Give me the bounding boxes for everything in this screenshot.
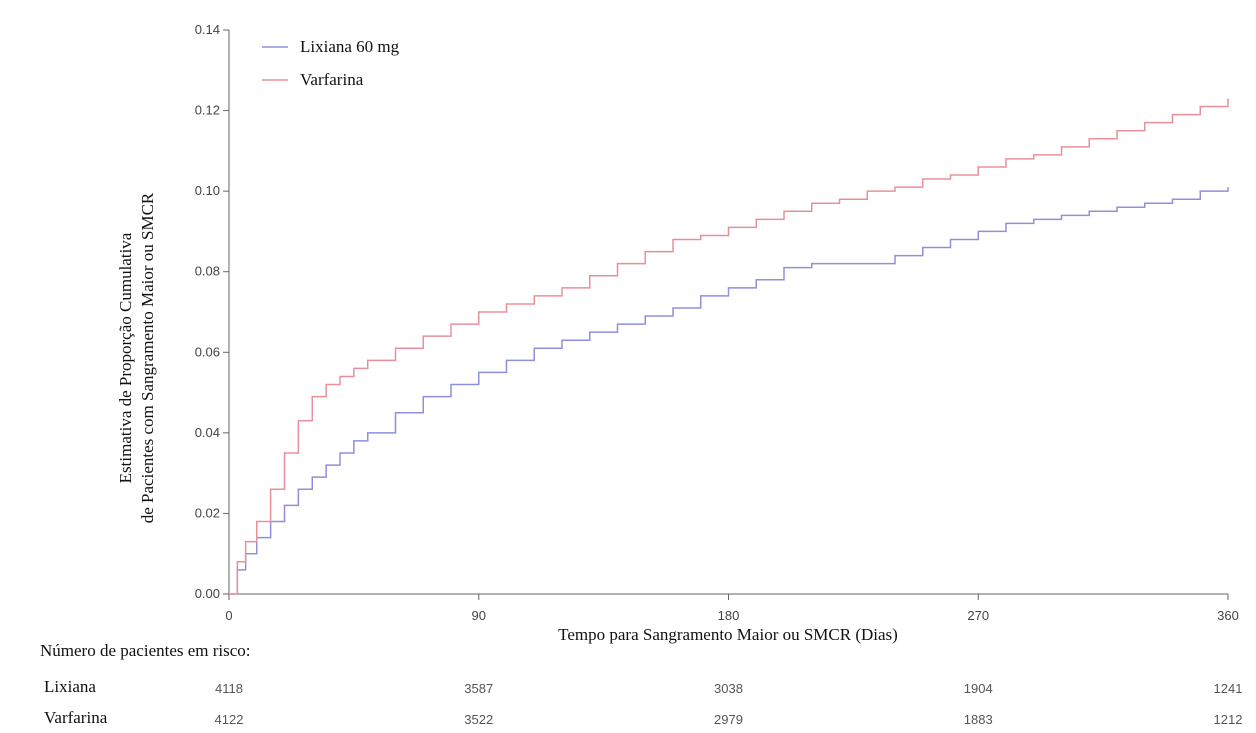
risk-row-label-varfarina: Varfarina — [44, 708, 108, 727]
legend-label-lixiana: Lixiana 60 mg — [300, 37, 400, 56]
x-tick-label: 90 — [472, 608, 486, 623]
y-tick-label: 0.14 — [195, 22, 220, 37]
risk-table-title: Número de pacientes em risco: — [40, 641, 251, 660]
series-line-varfarina — [229, 98, 1229, 595]
y-axis-ticks: 0.00 0.02 0.04 0.06 0.08 0.10 0.12 0.14 — [195, 22, 229, 601]
y-axis-label-line-1: Estimativa de Proporção Cumulativa — [116, 232, 135, 483]
y-tick-label: 0.08 — [195, 264, 220, 279]
y-tick-label: 0.10 — [195, 183, 220, 198]
risk-value-varfarina: 2979 — [714, 712, 743, 727]
y-tick-label: 0.02 — [195, 505, 220, 520]
series-layer — [229, 98, 1229, 595]
risk-value-lixiana: 1904 — [964, 681, 993, 696]
y-tick-label: 0.00 — [195, 586, 220, 601]
x-tick-label: 270 — [967, 608, 989, 623]
x-tick-label: 0 — [225, 608, 232, 623]
legend: Lixiana 60 mg Varfarina — [262, 37, 400, 89]
risk-value-lixiana: 3038 — [714, 681, 743, 696]
risk-values: 4118 3587 3038 1904 1241 4122 3522 2979 1883 1212 — [215, 681, 1243, 727]
x-axis-label: Tempo para Sangramento Maior ou SMCR (Di… — [558, 625, 898, 644]
risk-value-lixiana: 3587 — [464, 681, 493, 696]
risk-value-varfarina: 1883 — [964, 712, 993, 727]
x-tick-label: 180 — [718, 608, 740, 623]
risk-value-varfarina: 4122 — [215, 712, 244, 727]
y-tick-label: 0.12 — [195, 103, 220, 118]
risk-value-varfarina: 1212 — [1214, 712, 1243, 727]
risk-table: Número de pacientes em risco: Lixiana Va… — [40, 641, 1242, 727]
y-tick-label: 0.04 — [195, 425, 220, 440]
x-tick-label: 360 — [1217, 608, 1239, 623]
x-axis-ticks: 0 90 180 270 360 — [225, 594, 1239, 623]
y-tick-label: 0.06 — [195, 344, 220, 359]
risk-value-varfarina: 3522 — [464, 712, 493, 727]
y-axis-label-line-2: de Pacientes com Sangramento Maior ou SM… — [138, 192, 157, 523]
risk-value-lixiana: 4118 — [215, 681, 243, 696]
risk-value-lixiana: 1241 — [1214, 681, 1243, 696]
risk-row-label-lixiana: Lixiana — [44, 677, 96, 696]
series-line-lixiana — [229, 187, 1229, 595]
legend-label-varfarina: Varfarina — [300, 70, 364, 89]
